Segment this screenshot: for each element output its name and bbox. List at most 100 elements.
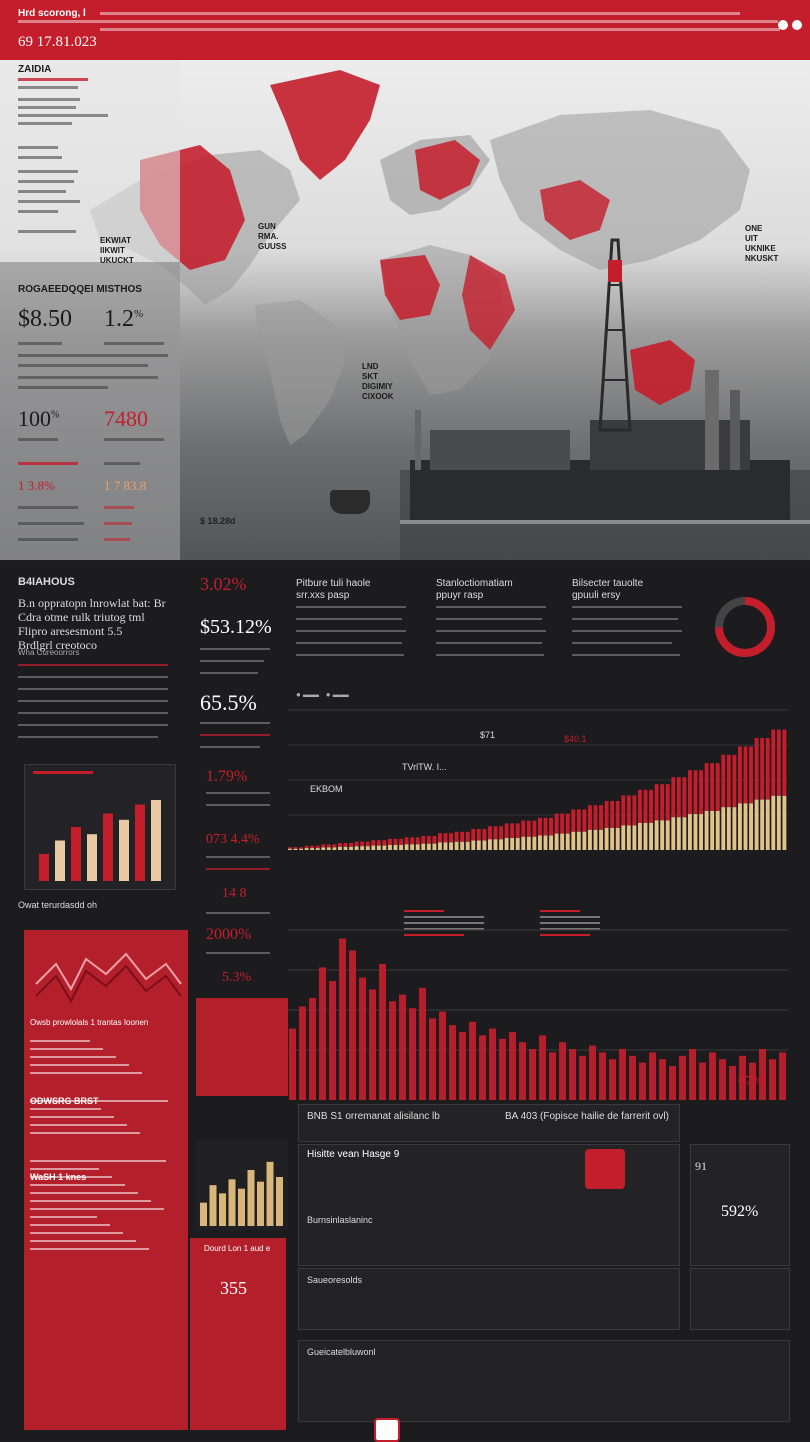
area-bar-bottom: [449, 842, 453, 850]
area-bar-top: [554, 813, 559, 834]
stat-value-2: 1.2%: [104, 306, 144, 332]
area-bar-top: [538, 817, 542, 836]
area-bar-top: [476, 829, 481, 841]
area-label: TVrlTW. I...: [402, 762, 447, 772]
area-bar-top: [643, 789, 648, 823]
text-line: [30, 1184, 125, 1186]
bar: [339, 938, 346, 1100]
area-bar-bottom: [326, 847, 331, 850]
area-bar-bottom: [321, 847, 326, 850]
area-bar-top: [360, 841, 365, 847]
text-line: [18, 190, 66, 193]
area-bar-bottom: [682, 817, 687, 850]
text-line: [30, 1248, 149, 1250]
area-legend: ● ▬▬ ● ▬▬: [296, 690, 349, 699]
area-bar-bottom: [643, 822, 648, 850]
area-bar-top: [604, 801, 609, 828]
text-line: [18, 98, 80, 101]
area-bar-bottom: [349, 846, 353, 850]
australia-highlight: [630, 340, 695, 405]
line-series: [35, 952, 182, 992]
area-bar-top: [482, 829, 487, 841]
africa-highlight-west: [380, 255, 440, 320]
asia-shape: [490, 110, 750, 270]
text-line: [436, 654, 544, 656]
area-bar-top: [649, 789, 653, 823]
bar: [71, 827, 81, 881]
area-bar-top: [699, 770, 703, 815]
area-bar-bottom: [721, 807, 726, 850]
boat-icon: [330, 490, 370, 514]
text-line: [18, 78, 88, 81]
text-line: [18, 114, 108, 117]
area-bar-top: [332, 844, 337, 848]
area-bar-bottom: [288, 848, 292, 850]
area-bar-bottom: [671, 817, 676, 850]
bar: [679, 1055, 686, 1100]
bar: [509, 1032, 516, 1100]
bar: [609, 1059, 616, 1100]
area-bar-bottom: [743, 803, 748, 850]
text-line: [30, 1064, 129, 1066]
bar: [299, 1006, 306, 1100]
area-bar-top: [626, 795, 631, 826]
text-line: [30, 1108, 101, 1110]
area-bar-bottom: [776, 795, 781, 850]
area-bar-bottom: [454, 841, 459, 850]
area-bar-top: [671, 777, 676, 818]
header-text-line: [18, 20, 778, 23]
area-bar-bottom: [460, 841, 465, 850]
area-bar-bottom: [649, 822, 653, 850]
text-line: [18, 170, 78, 173]
area-bar-bottom: [638, 822, 642, 850]
bar: [119, 819, 129, 881]
area-bar-bottom: [371, 845, 376, 850]
bottom-stat-card: 91 592%: [690, 1144, 790, 1266]
bar: [749, 1062, 756, 1100]
bar: [599, 1052, 606, 1100]
bar: [489, 1028, 496, 1100]
bar: [257, 1181, 264, 1226]
area-bar-top: [354, 841, 359, 847]
stat-f: 14 8: [222, 886, 247, 901]
bar: [359, 977, 366, 1100]
text-line: [572, 642, 672, 644]
bar: [55, 840, 65, 881]
left-box-sub: Owsb prowlolals 1 trantas Ioonen: [30, 1018, 149, 1027]
area-bar-bottom: [382, 845, 387, 850]
mid-bar-chart: [288, 929, 788, 1100]
text-line: [104, 538, 130, 541]
area-bar-bottom: [315, 848, 320, 850]
area-bar-bottom: [549, 835, 553, 850]
globe-icon[interactable]: [778, 20, 788, 30]
bar: [399, 994, 406, 1100]
bar: [247, 1170, 255, 1226]
text-line: [18, 230, 76, 233]
text-line: [30, 1176, 112, 1178]
area-bar-top: [499, 826, 503, 840]
area-bar-top: [504, 823, 509, 839]
area-bar-bottom: [693, 814, 698, 850]
text-line: [18, 712, 168, 714]
area-bar-bottom: [338, 846, 342, 850]
bar: [469, 1021, 476, 1100]
area-label-4: $40.1: [564, 734, 587, 744]
menu-icon[interactable]: [792, 20, 802, 30]
area-bar-bottom: [343, 846, 348, 850]
area-bar-bottom: [304, 848, 309, 850]
area-bar-top: [371, 840, 376, 846]
bottom-title-1: BNB S1 orremanat alisilanc lb: [307, 1111, 440, 1122]
text-line: [572, 654, 680, 656]
area-bar-top: [338, 843, 342, 847]
text-line: [30, 1208, 164, 1210]
bar: [449, 1025, 456, 1100]
left-bar-chart-card: [24, 764, 176, 890]
text-line: [436, 642, 542, 644]
text-line: [18, 664, 168, 666]
area-bar-top: [388, 838, 392, 845]
area-bar-bottom: [604, 827, 609, 850]
area-bar-top: [749, 746, 753, 804]
area-bar-top: [426, 836, 431, 844]
bottom-sub-2: Burnsinlaslaninc: [307, 1215, 373, 1225]
area-bar-bottom: [688, 814, 692, 850]
